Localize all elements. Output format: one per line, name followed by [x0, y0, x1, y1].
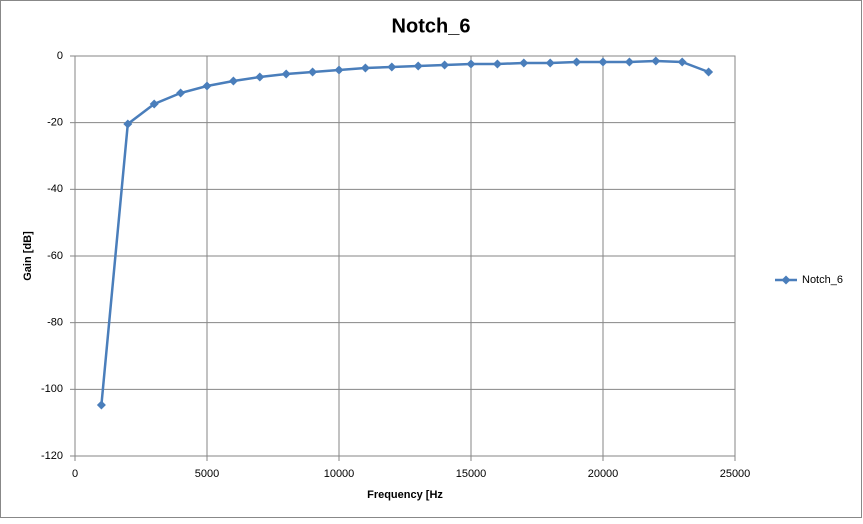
data-point — [123, 119, 133, 129]
data-point — [255, 72, 265, 82]
data-point — [281, 69, 291, 79]
data-point — [202, 81, 212, 91]
x-tick-label: 5000 — [195, 468, 219, 480]
data-point — [334, 65, 344, 75]
data-point — [677, 57, 687, 67]
y-tick-label: 0 — [57, 50, 63, 62]
data-point — [228, 76, 238, 86]
chart-title: Notch_6 — [392, 15, 471, 37]
data-point — [176, 88, 186, 98]
x-tick-label: 25000 — [720, 468, 751, 480]
y-axis-label: Gain [dB] — [22, 231, 34, 281]
data-point — [149, 99, 159, 109]
y-tick-label: -20 — [47, 117, 63, 129]
data-point — [598, 57, 608, 67]
data-point — [413, 61, 423, 71]
y-tick-label: -120 — [41, 450, 63, 462]
data-point — [308, 67, 318, 77]
data-point — [360, 63, 370, 73]
data-point — [651, 56, 661, 66]
legend-label: Notch_6 — [802, 274, 843, 286]
data-point — [440, 60, 450, 70]
legend-marker — [781, 275, 791, 285]
data-point — [545, 58, 555, 68]
x-tick-label: 15000 — [456, 468, 487, 480]
data-point — [492, 59, 502, 69]
x-tick-label: 0 — [72, 468, 78, 480]
data-point — [624, 57, 634, 67]
data-point — [704, 67, 714, 77]
x-axis-label: Frequency [Hz — [367, 489, 443, 501]
data-point — [96, 400, 106, 410]
x-tick-label: 10000 — [324, 468, 355, 480]
data-point — [519, 58, 529, 68]
y-tick-label: -60 — [47, 250, 63, 262]
y-tick-label: -80 — [47, 317, 63, 329]
y-tick-label: -100 — [41, 383, 63, 395]
plot-border — [74, 55, 736, 457]
data-point — [387, 62, 397, 72]
data-point — [572, 57, 582, 67]
y-tick-label: -40 — [47, 183, 63, 195]
data-point — [466, 59, 476, 69]
x-tick-label: 20000 — [588, 468, 619, 480]
